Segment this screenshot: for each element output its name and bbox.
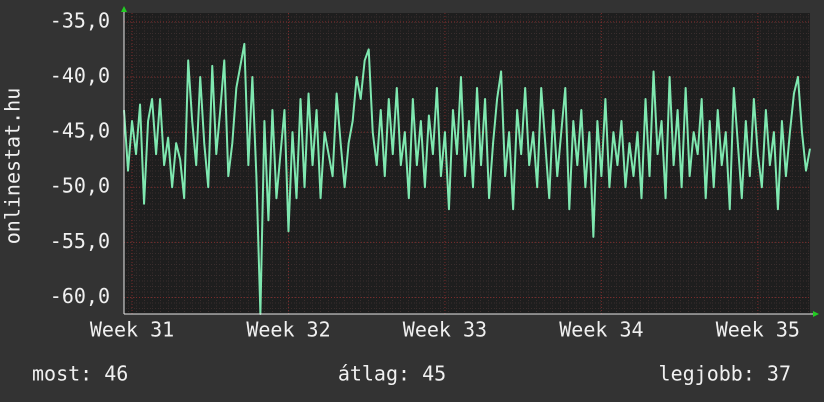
footer-stat: legjobb: 37 xyxy=(659,362,791,386)
x-tick-label: Week 34 xyxy=(559,318,643,342)
labels: -35,0 -40,0 -45,0 -50,0 -55,0 -60,0 Week 31 Wee… xyxy=(32,8,800,385)
y-axis-title: onlinestat.hu xyxy=(1,88,25,245)
y-tick-label: -50,0 xyxy=(50,174,110,198)
y-tick-label: -40,0 xyxy=(50,63,110,87)
axis-arrow xyxy=(813,311,819,317)
x-tick-label: Week 35 xyxy=(716,318,800,342)
marks xyxy=(123,42,811,315)
footer-stat: átlag: 45 xyxy=(338,362,446,386)
y-tick-label: -45,0 xyxy=(50,119,110,143)
plot-area xyxy=(124,13,810,314)
x-tick-label: Week 32 xyxy=(246,318,330,342)
x-tick-label: Week 31 xyxy=(90,318,174,342)
y-tick-label: -60,0 xyxy=(50,284,110,308)
data-line xyxy=(123,42,811,315)
axis-arrow xyxy=(121,6,127,12)
y-tick-label: -35,0 xyxy=(50,8,110,32)
y-tick-label: -55,0 xyxy=(50,229,110,253)
x-tick-label: Week 33 xyxy=(403,318,487,342)
footer-stat: most: 46 xyxy=(32,362,128,386)
